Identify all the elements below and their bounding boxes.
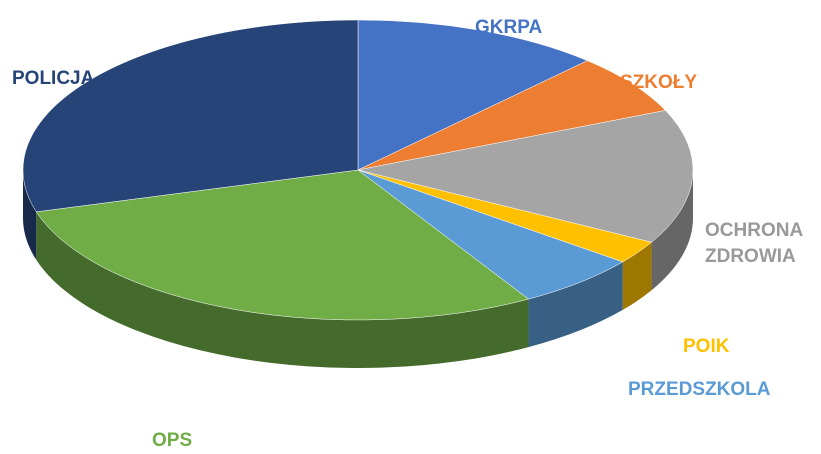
slice bbox=[35, 169, 530, 321]
slice-label: PRZEDSZKOLA bbox=[628, 379, 771, 400]
slice-side bbox=[622, 242, 652, 310]
slice-label: OPS bbox=[152, 430, 193, 451]
slice-label: POIK bbox=[683, 336, 730, 357]
slice bbox=[357, 110, 694, 243]
slice-label: SZKOŁY bbox=[620, 72, 698, 93]
slice-side bbox=[23, 170, 37, 260]
slice bbox=[357, 60, 666, 171]
slice-side bbox=[36, 211, 529, 368]
slice-label: OCHRONA ZDROWIA bbox=[705, 220, 803, 267]
slice bbox=[22, 19, 359, 213]
slice-side bbox=[651, 170, 693, 291]
slice-label: GKRPA bbox=[475, 17, 543, 38]
slice bbox=[357, 19, 588, 171]
slice-side bbox=[528, 261, 623, 348]
slice bbox=[357, 169, 624, 300]
slice-label: POLICJA bbox=[12, 68, 95, 89]
